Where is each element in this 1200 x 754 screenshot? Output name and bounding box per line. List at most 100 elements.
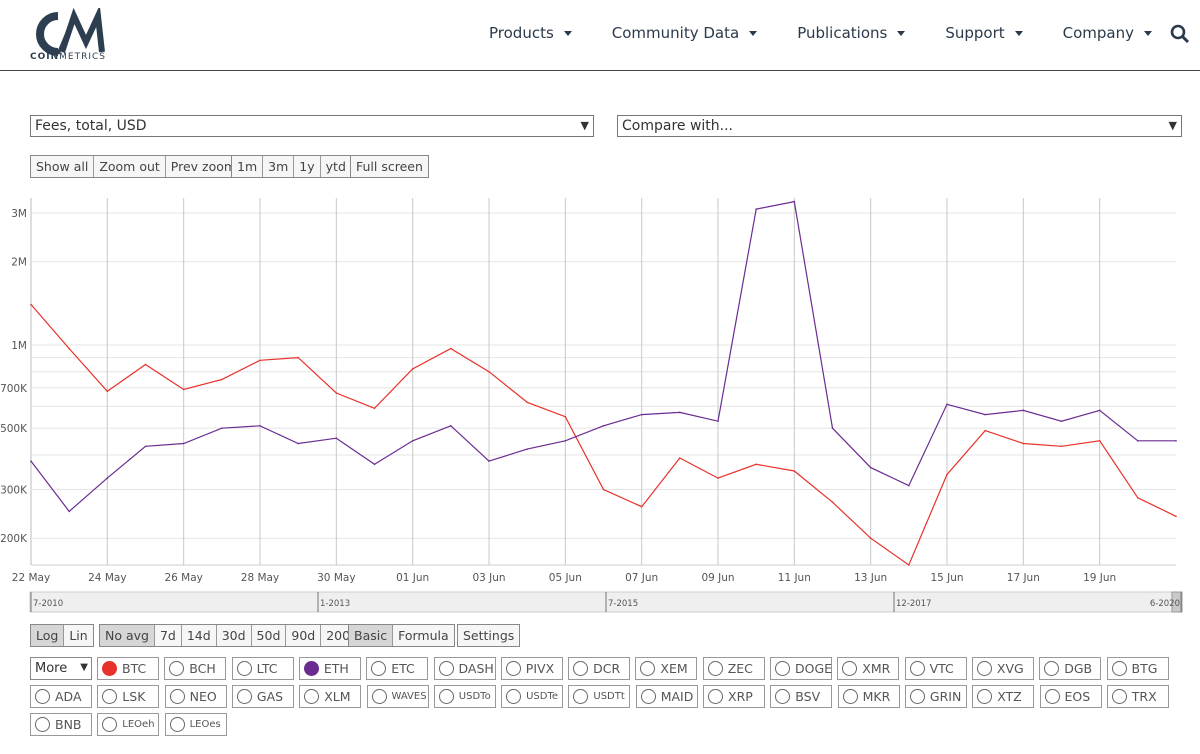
- metric-select[interactable]: Fees, total, USD ▼: [30, 115, 594, 137]
- coin-toggle-xvg[interactable]: XVG: [971, 657, 1034, 680]
- y-tick-label: 2M: [11, 257, 27, 269]
- nav-products[interactable]: Products: [489, 24, 572, 42]
- coin-toggle-xrp[interactable]: XRP: [703, 685, 765, 708]
- basic-mode-button[interactable]: Basic: [349, 625, 394, 646]
- data-point-eth: [488, 460, 490, 462]
- coin-toggle-bch[interactable]: BCH: [164, 657, 227, 680]
- coin-label: MAID: [660, 689, 694, 704]
- data-point-eth: [869, 466, 872, 469]
- range-3m-button[interactable]: 3m: [263, 156, 295, 177]
- lin-scale-button[interactable]: Lin: [64, 625, 93, 646]
- prev-zoom-button[interactable]: Prev zoom: [165, 156, 242, 177]
- more-select[interactable]: More ▼: [30, 657, 92, 680]
- coinmetrics-logo[interactable]: [28, 8, 108, 64]
- coin-toggle-mkr[interactable]: MKR: [837, 685, 900, 708]
- data-point-eth: [1060, 420, 1063, 422]
- mode-button-group: Basic Formula: [348, 624, 455, 647]
- coin-toggle-neo[interactable]: NEO: [164, 685, 227, 708]
- settings-button[interactable]: Settings: [458, 625, 520, 646]
- chevron-down-icon: [749, 30, 758, 36]
- coin-toggle-zec[interactable]: ZEC: [702, 657, 765, 680]
- coin-toggle-eos[interactable]: EOS: [1039, 685, 1102, 708]
- coin-toggle-gas[interactable]: GAS: [231, 685, 294, 708]
- fees-line-chart[interactable]: 3M 2M 1M 700K 500K 300K 200K 22 May 24 May 26 Ma…: [0, 190, 1200, 615]
- navigator[interactable]: 7-2010 1-2013 7-2015 12-2017 6-2020: [29, 591, 1183, 613]
- data-point-eth: [1137, 440, 1139, 442]
- x-tick-label: 30 May: [317, 572, 355, 584]
- search-icon[interactable]: [1170, 24, 1190, 44]
- full-screen-button[interactable]: Full screen: [351, 156, 428, 177]
- chevron-down-icon: [1014, 30, 1023, 36]
- coin-toggle-trx[interactable]: TRX: [1106, 685, 1169, 708]
- data-point-eth: [831, 427, 834, 429]
- coin-label: EOS: [1064, 689, 1091, 704]
- range-ytd-button[interactable]: ytd: [320, 156, 351, 177]
- fullscreen-group: Full screen: [350, 155, 429, 178]
- data-point-btc: [526, 401, 528, 404]
- avg-90d-button[interactable]: 90d: [286, 625, 322, 646]
- coin-toggle-leoeh[interactable]: LEOeh: [97, 713, 160, 736]
- nav-company[interactable]: Company: [1063, 24, 1152, 42]
- coin-toggle-dcr[interactable]: DCR: [568, 657, 631, 680]
- coin-toggle-waves[interactable]: WAVES: [366, 685, 429, 708]
- coin-toggle-vtc[interactable]: VTC: [904, 657, 967, 680]
- x-tick-label: 26 May: [164, 572, 202, 584]
- coin-toggle-pivx[interactable]: PIVX: [500, 657, 563, 680]
- nav-community-data[interactable]: Community Data: [612, 24, 758, 42]
- avg-7d-button[interactable]: 7d: [154, 625, 182, 646]
- radio-dot-icon: [977, 689, 993, 704]
- coin-label: MKR: [862, 689, 891, 704]
- data-point-eth: [793, 200, 796, 203]
- data-point-eth: [755, 208, 757, 210]
- coin-toggle-xmr[interactable]: XMR: [837, 657, 900, 680]
- data-point-btc: [297, 356, 299, 359]
- coin-toggle-dash[interactable]: DASH: [433, 657, 496, 680]
- coin-label: BNB: [55, 717, 82, 732]
- coin-toggle-dgb[interactable]: DGB: [1039, 657, 1102, 680]
- range-1y-button[interactable]: 1y: [294, 156, 321, 177]
- avg-30d-button[interactable]: 30d: [216, 625, 252, 646]
- coin-toggle-xtz[interactable]: XTZ: [972, 685, 1035, 708]
- compare-select[interactable]: Compare with... ▼: [617, 115, 1182, 137]
- zoom-button-group: Show all Zoom out Prev zoom: [30, 155, 243, 178]
- navigator-label: 12-2017: [896, 599, 932, 609]
- coin-toggle-xem[interactable]: XEM: [635, 657, 698, 680]
- navigator-label: 7-2010: [33, 599, 63, 609]
- radio-dot-icon: [573, 689, 589, 704]
- coin-toggle-btc[interactable]: BTC: [97, 657, 159, 680]
- data-point-eth: [30, 460, 32, 462]
- coin-toggle-usdto[interactable]: USDTo: [433, 685, 496, 708]
- coin-label: PIVX: [525, 661, 555, 676]
- coin-toggle-usdtt[interactable]: USDTt: [568, 685, 631, 708]
- y-tick-label: 300K: [0, 485, 28, 497]
- chevron-down-icon: [1144, 30, 1152, 36]
- nav-publications[interactable]: Publications: [797, 24, 906, 42]
- coin-toggle-btg[interactable]: BTG: [1106, 657, 1169, 680]
- avg-14d-button[interactable]: 14d: [181, 625, 217, 646]
- coin-toggle-doge[interactable]: DOGE: [770, 657, 832, 680]
- formula-mode-button[interactable]: Formula: [393, 625, 454, 646]
- coin-toggle-grin[interactable]: GRIN: [904, 685, 967, 708]
- nav-support[interactable]: Support: [945, 24, 1023, 42]
- show-all-button[interactable]: Show all: [31, 156, 95, 177]
- coin-toggle-maid[interactable]: MAID: [635, 685, 698, 708]
- coin-toggle-ltc[interactable]: LTC: [231, 657, 294, 680]
- no-avg-button[interactable]: No avg: [100, 625, 155, 646]
- zoom-out-button[interactable]: Zoom out: [94, 156, 166, 177]
- coin-toggle-ada[interactable]: ADA: [30, 685, 92, 708]
- coin-toggle-xlm[interactable]: XLM: [299, 685, 362, 708]
- range-1m-button[interactable]: 1m: [232, 156, 264, 177]
- coin-toggle-bnb[interactable]: BNB: [30, 713, 92, 736]
- coin-toggle-eth[interactable]: ETH: [298, 657, 361, 680]
- coin-toggle-lsk[interactable]: LSK: [97, 685, 160, 708]
- coin-toggle-etc[interactable]: ETC: [366, 657, 429, 680]
- data-point-btc: [831, 501, 834, 503]
- coin-label: VTC: [929, 661, 954, 676]
- navigator-handle: [1171, 591, 1183, 613]
- coin-toggle-leoes[interactable]: LEOes: [164, 713, 227, 736]
- coin-label: GAS: [256, 689, 284, 704]
- coin-toggle-usdte[interactable]: USDTe: [501, 685, 564, 708]
- log-scale-button[interactable]: Log: [31, 625, 65, 646]
- avg-50d-button[interactable]: 50d: [251, 625, 287, 646]
- coin-toggle-bsv[interactable]: BSV: [770, 685, 833, 708]
